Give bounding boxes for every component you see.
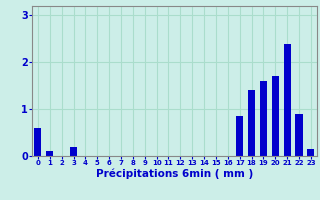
Bar [260,81,267,156]
Bar [70,147,77,156]
X-axis label: Précipitations 6min ( mm ): Précipitations 6min ( mm ) [96,169,253,179]
Bar [295,114,303,156]
Bar [236,116,243,156]
Bar [46,151,53,156]
Bar [272,76,279,156]
Bar [248,90,255,156]
Bar [34,128,42,156]
Bar [307,149,315,156]
Bar [284,44,291,156]
